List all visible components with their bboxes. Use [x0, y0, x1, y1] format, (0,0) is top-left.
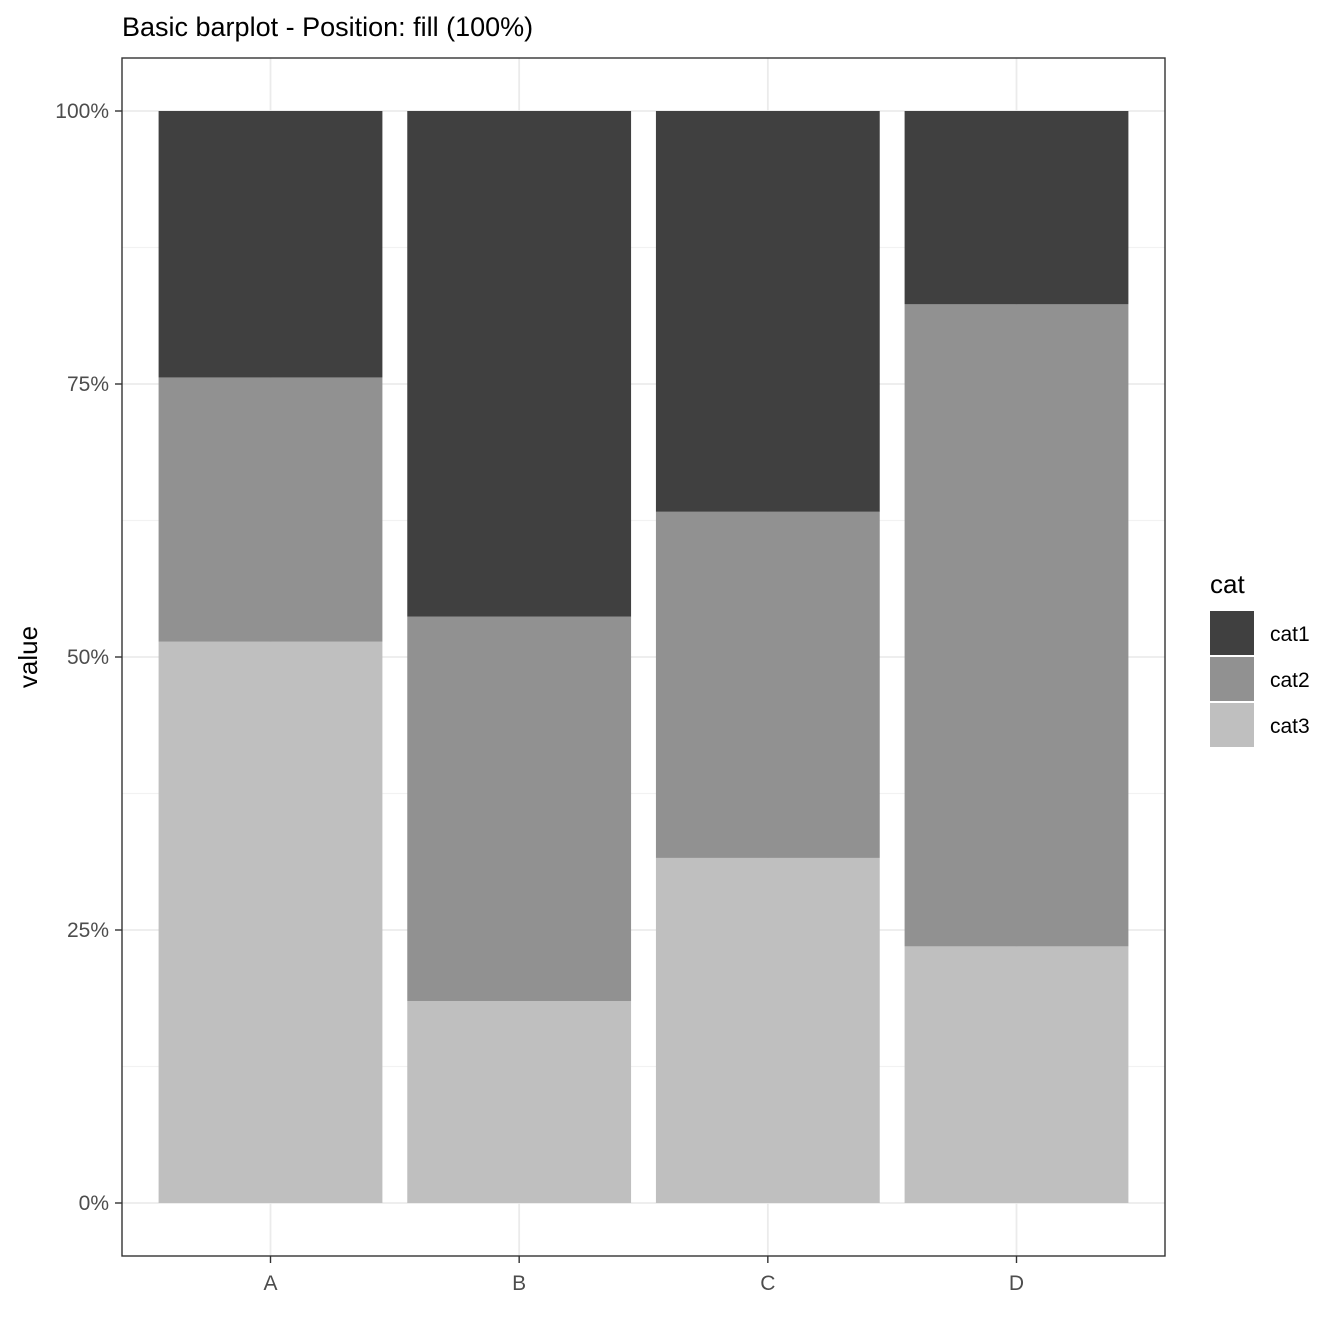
- bar-B-cat1: [407, 111, 632, 617]
- legend-key-cat2: [1210, 657, 1254, 701]
- x-axis: A B C D: [263, 1256, 1024, 1295]
- bar-D-cat1: [904, 111, 1129, 305]
- chart-title: Basic barplot - Position: fill (100%): [122, 12, 533, 42]
- bar-C-cat1: [655, 111, 880, 512]
- y-tick-label: 75%: [67, 373, 109, 396]
- bar-C-cat3: [655, 857, 880, 1203]
- x-tick-label: B: [512, 1272, 526, 1295]
- bar-A-cat1: [158, 111, 383, 378]
- x-tick-label: D: [1009, 1272, 1024, 1295]
- bars: [158, 111, 1129, 1203]
- bar-B-cat2: [407, 616, 632, 1001]
- legend: cat cat1 cat2 cat3: [1210, 569, 1310, 747]
- legend-key-cat3: [1210, 703, 1254, 747]
- legend-title: cat: [1210, 569, 1245, 599]
- legend-label-cat1: cat1: [1270, 623, 1310, 646]
- x-tick-label: A: [263, 1272, 277, 1295]
- bar-D-cat3: [904, 946, 1129, 1203]
- x-tick-label: C: [760, 1272, 775, 1295]
- legend-label-cat3: cat3: [1270, 715, 1310, 738]
- bar-A-cat3: [158, 641, 383, 1203]
- y-tick-label: 50%: [67, 646, 109, 669]
- y-axis: 0% 25% 50% 75% 100%: [55, 100, 122, 1215]
- legend-key-cat1: [1210, 611, 1254, 655]
- bar-B-cat3: [407, 1000, 632, 1203]
- y-tick-label: 25%: [67, 919, 109, 942]
- legend-label-cat2: cat2: [1270, 669, 1310, 692]
- y-axis-title: value: [13, 626, 43, 688]
- y-tick-label: 100%: [55, 100, 109, 123]
- y-tick-label: 0%: [79, 1192, 109, 1215]
- bar-D-cat2: [904, 304, 1129, 947]
- bar-C-cat2: [655, 511, 880, 858]
- bar-A-cat2: [158, 377, 383, 642]
